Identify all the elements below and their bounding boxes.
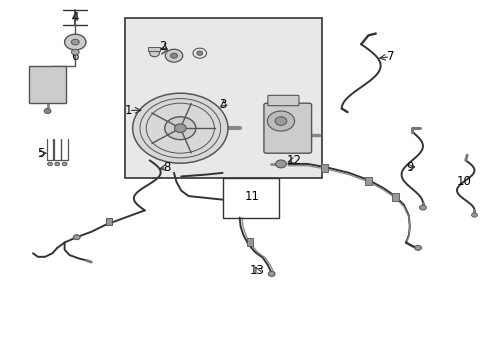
Text: 8: 8 xyxy=(163,161,170,174)
Text: 12: 12 xyxy=(286,154,301,167)
Circle shape xyxy=(64,34,86,50)
Bar xyxy=(365,177,371,185)
Text: 10: 10 xyxy=(456,175,471,188)
Circle shape xyxy=(165,49,183,62)
Circle shape xyxy=(414,246,421,250)
Circle shape xyxy=(470,213,476,217)
Circle shape xyxy=(55,162,60,166)
Circle shape xyxy=(268,271,275,276)
Circle shape xyxy=(267,111,294,131)
Text: 9: 9 xyxy=(405,161,413,174)
Circle shape xyxy=(275,160,286,168)
Text: 13: 13 xyxy=(249,264,264,276)
Circle shape xyxy=(44,109,51,113)
Text: 2: 2 xyxy=(159,40,166,53)
Text: 6: 6 xyxy=(71,50,79,63)
Circle shape xyxy=(174,124,186,132)
Text: 3: 3 xyxy=(219,99,226,112)
Text: 1: 1 xyxy=(125,104,132,117)
Bar xyxy=(391,193,398,201)
Bar xyxy=(222,178,278,217)
Bar xyxy=(125,18,322,178)
Text: 4: 4 xyxy=(71,11,79,24)
Circle shape xyxy=(132,93,227,163)
Circle shape xyxy=(275,117,286,125)
FancyBboxPatch shape xyxy=(267,95,298,106)
Bar xyxy=(106,218,112,225)
Text: 11: 11 xyxy=(244,190,259,203)
Circle shape xyxy=(149,50,159,57)
Circle shape xyxy=(170,53,177,58)
Bar xyxy=(29,66,66,103)
Bar xyxy=(246,238,253,246)
Text: 7: 7 xyxy=(386,50,393,63)
Bar xyxy=(321,164,327,172)
Bar xyxy=(148,47,160,51)
Text: 5: 5 xyxy=(38,147,45,160)
Circle shape xyxy=(164,117,196,140)
Circle shape xyxy=(47,162,52,166)
Circle shape xyxy=(419,205,426,210)
Circle shape xyxy=(197,51,202,55)
Circle shape xyxy=(62,162,67,166)
FancyBboxPatch shape xyxy=(264,103,311,153)
Circle shape xyxy=(71,39,79,45)
Circle shape xyxy=(73,235,80,240)
Circle shape xyxy=(71,49,79,55)
